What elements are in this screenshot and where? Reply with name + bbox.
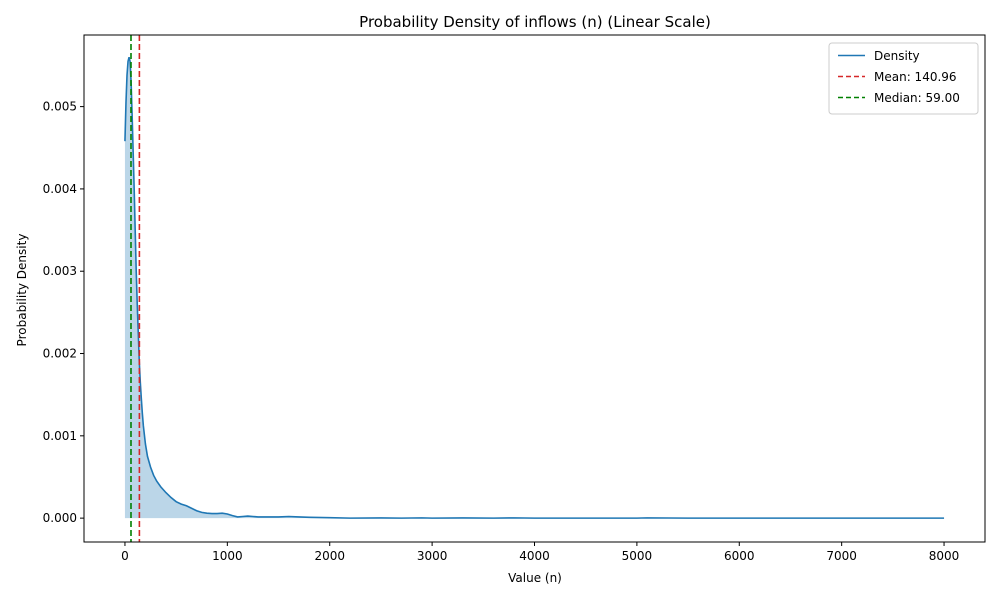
y-tick-label: 0.005: [43, 100, 77, 114]
chart-title: Probability Density of inflows (n) (Line…: [359, 13, 711, 31]
y-tick-label: 0.002: [43, 347, 77, 361]
y-tick-label: 0.003: [43, 264, 77, 278]
legend-label-density: Density: [874, 49, 920, 63]
plot-area: [124, 35, 945, 542]
legend-label-median: Median: 59.00: [874, 91, 960, 105]
x-tick-label: 8000: [929, 549, 960, 563]
legend-label-mean: Mean: 140.96: [874, 70, 957, 84]
y-axis-ticks: 0.000 0.001 0.002 0.003 0.004 0.005: [43, 100, 84, 525]
x-tick-label: 4000: [519, 549, 550, 563]
legend-box: [828, 42, 979, 115]
x-tick-label: 0: [121, 549, 129, 563]
x-axis-ticks: 0 1000 2000 3000 4000 5000 6000 7000 8000: [121, 542, 959, 563]
x-tick-label: 6000: [724, 549, 755, 563]
density-line: [124, 57, 945, 519]
y-axis-label: Probability Density: [15, 234, 29, 347]
y-tick-label: 0.004: [43, 182, 77, 196]
y-tick-label: 0.000: [43, 511, 77, 525]
x-axis-label: Value (n): [508, 571, 562, 585]
x-tick-label: 1000: [212, 549, 243, 563]
y-tick-label: 0.001: [43, 429, 77, 443]
x-tick-label: 5000: [622, 549, 653, 563]
axes-frame: [83, 34, 986, 543]
legend: Density Mean: 140.96 Median: 59.00: [828, 42, 979, 115]
x-tick-label: 7000: [826, 549, 857, 563]
x-tick-label: 2000: [314, 549, 345, 563]
x-tick-label: 3000: [417, 549, 448, 563]
